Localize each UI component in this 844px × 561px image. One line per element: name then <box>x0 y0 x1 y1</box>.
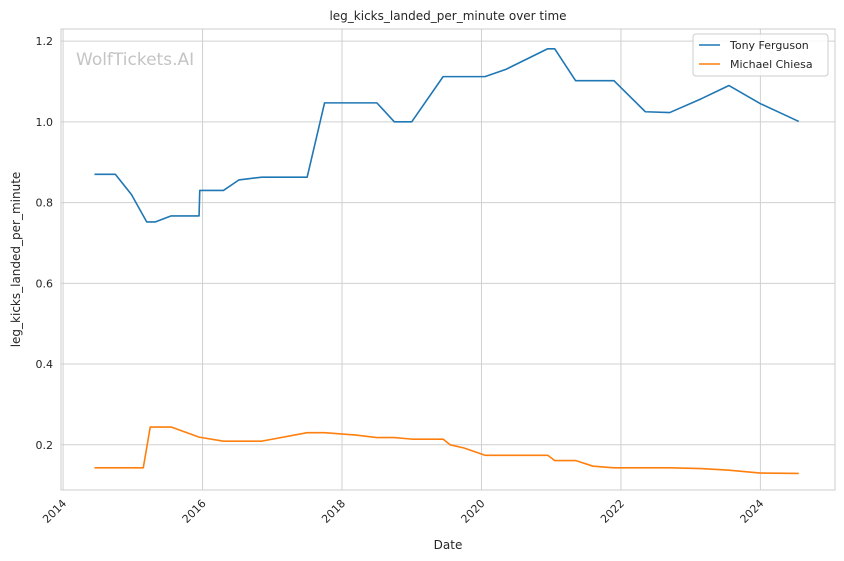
legend-box <box>692 33 829 77</box>
y-tick-label-0.2: 0.2 <box>36 439 54 452</box>
y-tick-label-1.0: 1.0 <box>36 116 54 129</box>
watermark-text: WolfTickets.AI <box>76 50 194 70</box>
x-axis-ticks: 2014 2016 2018 2020 2022 2024 <box>40 497 766 526</box>
series-line-michael-chiesa <box>94 426 799 475</box>
chart-title: leg_kicks_landed_per_minute over time <box>329 9 566 23</box>
x-tick-label-2020: 2020 <box>459 497 488 526</box>
y-tick-label-0.6: 0.6 <box>36 277 54 290</box>
y-tick-label-0.4: 0.4 <box>36 358 54 371</box>
y-tick-label-1.2: 1.2 <box>36 35 54 48</box>
x-tick-label-2018: 2018 <box>319 497 348 526</box>
grid <box>61 29 835 490</box>
legend-label-michael-chiesa: Michael Chiesa <box>730 58 813 71</box>
x-tick-label-2016: 2016 <box>180 497 209 526</box>
y-axis-ticks: 0.2 0.4 0.6 0.8 1.0 1.2 <box>36 35 54 452</box>
series-layer <box>94 47 800 475</box>
y-tick-label-0.8: 0.8 <box>36 197 54 210</box>
series-line-tony-ferguson <box>94 47 800 223</box>
x-axis-label: Date <box>434 538 463 552</box>
y-axis-label: leg_kicks_landed_per_minute <box>9 172 23 348</box>
plot-frame <box>60 28 836 491</box>
x-tick-label-2014: 2014 <box>40 497 69 526</box>
x-tick-label-2024: 2024 <box>738 497 767 526</box>
legend: Tony Ferguson Michael Chiesa <box>692 33 829 77</box>
legend-label-tony-ferguson: Tony Ferguson <box>729 39 809 52</box>
x-tick-label-2022: 2022 <box>598 497 627 526</box>
